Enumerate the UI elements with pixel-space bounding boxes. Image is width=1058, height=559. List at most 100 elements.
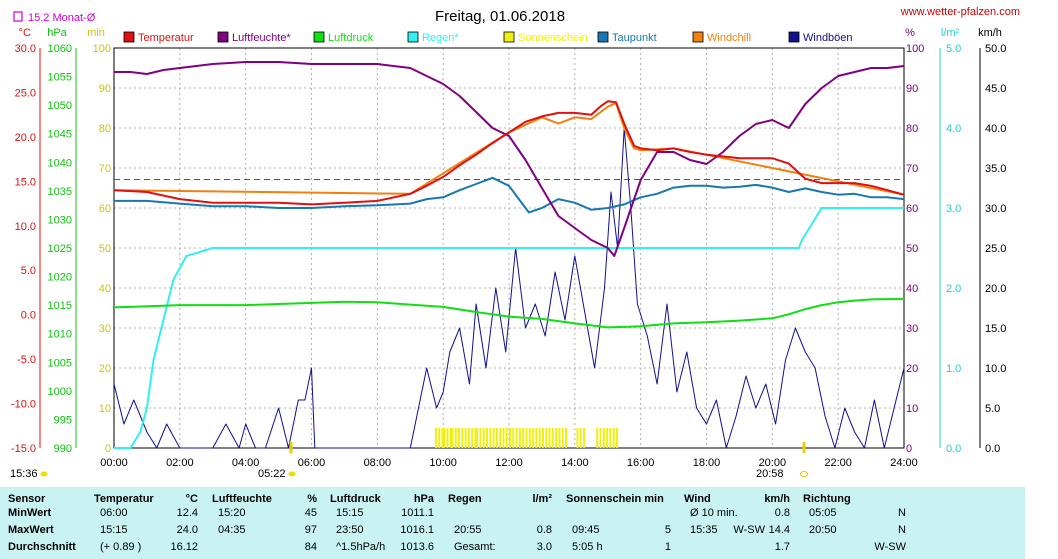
temp-tick-label: 30.0 xyxy=(15,43,36,55)
sun-tick-label: 90 xyxy=(99,83,111,95)
x-tick-label: 04:00 xyxy=(232,457,260,469)
temp-tick-label: -10.0 xyxy=(11,399,36,411)
sunshine-bar xyxy=(451,428,454,448)
sun-marker-icon xyxy=(40,471,48,477)
sunshine-bar xyxy=(446,428,449,448)
stats-temp-time: 06:00 xyxy=(100,507,128,519)
stats-humidity-value: 97 xyxy=(304,524,317,536)
stats-wind-time: 15:35 xyxy=(690,524,718,536)
pressure-tick-label: 1060 xyxy=(48,43,72,55)
wind-unit-label: km/h xyxy=(978,27,1002,39)
sun-tick-label: 100 xyxy=(93,43,111,55)
legend-swatch xyxy=(217,31,229,43)
legend-label: Taupunkt xyxy=(612,32,657,44)
humidity-tick-label: 10 xyxy=(906,403,918,415)
pressure-unit-label: hPa xyxy=(47,27,67,39)
wind-tick-label: 5.0 xyxy=(985,403,1000,415)
stats-humidity-time: 04:35 xyxy=(218,524,246,536)
temp-tick-label: 0.0 xyxy=(21,310,36,322)
sunshine-bar xyxy=(599,428,602,448)
rain-tick-label: 5.0 xyxy=(946,43,961,55)
x-tick-label: 22:00 xyxy=(824,457,852,469)
wind-tick-label: 30.0 xyxy=(985,203,1006,215)
stats-temp-time: (+ 0.89 ) xyxy=(100,541,142,553)
stats-header: Temperatur xyxy=(94,493,154,505)
legend-swatch xyxy=(313,31,325,43)
temp-tick-label: 20.0 xyxy=(15,132,36,144)
rain-tick-label: 1.0 xyxy=(946,363,961,375)
humidity-tick-label: 30 xyxy=(906,323,918,335)
humidity-tick-label: 40 xyxy=(906,283,918,295)
wind-tick-label: 25.0 xyxy=(985,243,1006,255)
pressure-tick-label: 1010 xyxy=(48,329,72,341)
sunshine-bar xyxy=(471,428,474,448)
series-luftdruck-line xyxy=(113,297,905,329)
sunshine-bar xyxy=(565,428,568,448)
wind-tick-label: 45.0 xyxy=(985,83,1006,95)
stats-wind-dir: W-SW xyxy=(733,524,765,536)
x-tick-label: 16:00 xyxy=(627,457,655,469)
sunshine-bar xyxy=(464,428,467,448)
stats-pressure-time: 15:15 xyxy=(336,507,364,519)
legend-swatch xyxy=(788,31,800,43)
pressure-tick-label: 1040 xyxy=(48,157,72,169)
stats-header: Sonnenschein min xyxy=(566,493,664,505)
sunrise-marker-icon xyxy=(288,471,296,477)
legend-label: Regen* xyxy=(422,32,459,44)
sun-tick-label: 30 xyxy=(99,323,111,335)
sunshine-bar xyxy=(438,428,441,448)
stats-pressure-value: 1011.1 xyxy=(401,507,434,519)
pressure-tick-label: 1005 xyxy=(48,357,72,369)
x-tick-label: 08:00 xyxy=(364,457,392,469)
wind-tick-label: 15.0 xyxy=(985,323,1006,335)
stats-sun-time: 09:45 xyxy=(572,524,600,536)
sunshine-bar xyxy=(555,428,558,448)
stats-rain-value: 3.0 xyxy=(536,541,552,553)
sunshine-bar xyxy=(461,428,464,448)
sun-tick-label: 20 xyxy=(99,363,111,375)
sunshine-bar xyxy=(454,428,457,448)
series-taupunkt-line xyxy=(114,176,905,214)
sunshine-bar xyxy=(515,428,518,448)
pressure-tick-label: 990 xyxy=(54,443,72,455)
humidity-tick-label: 50 xyxy=(906,243,918,255)
pressure-tick-label: 1030 xyxy=(48,214,72,226)
temp-tick-label: 10.0 xyxy=(15,221,36,233)
temp-tick-label: 5.0 xyxy=(21,265,36,277)
sunshine-bar xyxy=(449,428,452,448)
stats-header-unit: km/h xyxy=(764,493,790,505)
x-tick-label: 20:00 xyxy=(759,457,787,469)
stats-temp-value: 12.4 xyxy=(176,507,198,519)
sunshine-bar xyxy=(522,428,525,448)
stats-header-unit: % xyxy=(307,493,317,505)
stats-sun-time: 5:05 h xyxy=(572,541,603,553)
stats-wind-value: 0.8 xyxy=(774,507,790,519)
current-time-label: 15:36 xyxy=(10,468,38,480)
rain-tick-label: 3.0 xyxy=(946,203,961,215)
stats-humidity-value: 45 xyxy=(304,507,317,519)
humidity-tick-label: 20 xyxy=(906,363,918,375)
sunshine-bar xyxy=(512,428,515,448)
sunshine-bar xyxy=(482,428,485,448)
sunshine-bar xyxy=(476,428,479,448)
legend-label: Windchill xyxy=(707,32,751,44)
plot-area xyxy=(113,61,905,453)
stats-direction-value: N xyxy=(898,507,906,519)
stats-humidity-time: 15:20 xyxy=(218,507,246,519)
wind-tick-label: 10.0 xyxy=(985,363,1006,375)
website-link[interactable]: www.wetter-pfalzen.com xyxy=(900,6,1020,18)
legend-label: Luftfeuchte* xyxy=(232,32,291,44)
sun-unit-label: min xyxy=(87,27,105,39)
pressure-tick-label: 1035 xyxy=(48,186,72,198)
axes: 30.0 25.0 20.0 15.0 10.0 5.0 0.0 -5.0 -10.0 -15.0… xyxy=(11,43,1007,469)
sunshine-bar xyxy=(532,428,535,448)
sunshine-bar xyxy=(558,428,561,448)
stats-row-label: Durchschnitt xyxy=(8,541,76,553)
sunset-time-label: 20:58 xyxy=(756,468,784,480)
stats-temp-value: 24.0 xyxy=(176,524,198,536)
sunshine-bar xyxy=(596,428,599,448)
stats-wind-value: 1.7 xyxy=(774,541,790,553)
legend-swatch xyxy=(503,31,515,43)
temp-tick-label: 25.0 xyxy=(15,87,36,99)
sunshine-bar xyxy=(499,428,502,448)
